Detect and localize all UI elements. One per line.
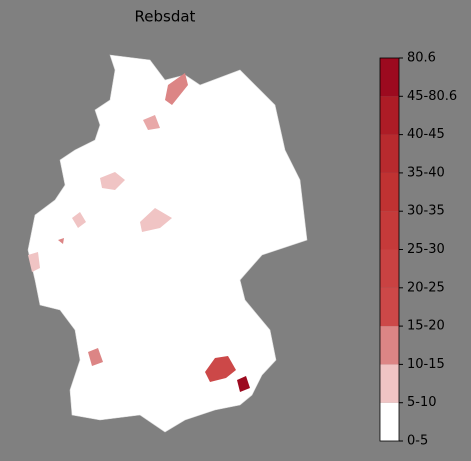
colorbar-label: 10-15 bbox=[407, 357, 445, 372]
colorbar-label: 45-80.6 bbox=[407, 89, 457, 104]
germany-map bbox=[27, 54, 308, 433]
colorbar-label: 25-30 bbox=[407, 242, 445, 257]
colorbar-label: 20-25 bbox=[407, 280, 445, 295]
colorbar-segment bbox=[380, 364, 399, 403]
colorbar-segment bbox=[380, 287, 399, 327]
colorbar-label: 15-20 bbox=[407, 319, 445, 334]
colorbar: 0-5 5-10 10-15 15-20 20-25 25-30 30-35 35-40 40-… bbox=[379, 51, 457, 449]
colorbar-segment bbox=[380, 211, 399, 250]
colorbar-segment bbox=[380, 96, 399, 135]
colorbar-label: 40-45 bbox=[407, 127, 445, 142]
colorbar-segment bbox=[380, 249, 399, 288]
colorbar-segment bbox=[380, 402, 399, 441]
map-title: Rebsdat bbox=[135, 8, 196, 26]
colorbar-segment bbox=[380, 134, 399, 173]
colorbar-segment bbox=[380, 58, 399, 97]
colorbar-segment bbox=[380, 326, 399, 365]
colorbar-label: 30-35 bbox=[407, 204, 445, 219]
colorbar-label: 5-10 bbox=[407, 395, 437, 410]
colorbar-segment bbox=[380, 172, 399, 212]
colorbar-label: 80.6 bbox=[407, 51, 436, 66]
colorbar-label: 0-5 bbox=[407, 434, 428, 449]
colorbar-label: 35-40 bbox=[407, 165, 445, 180]
